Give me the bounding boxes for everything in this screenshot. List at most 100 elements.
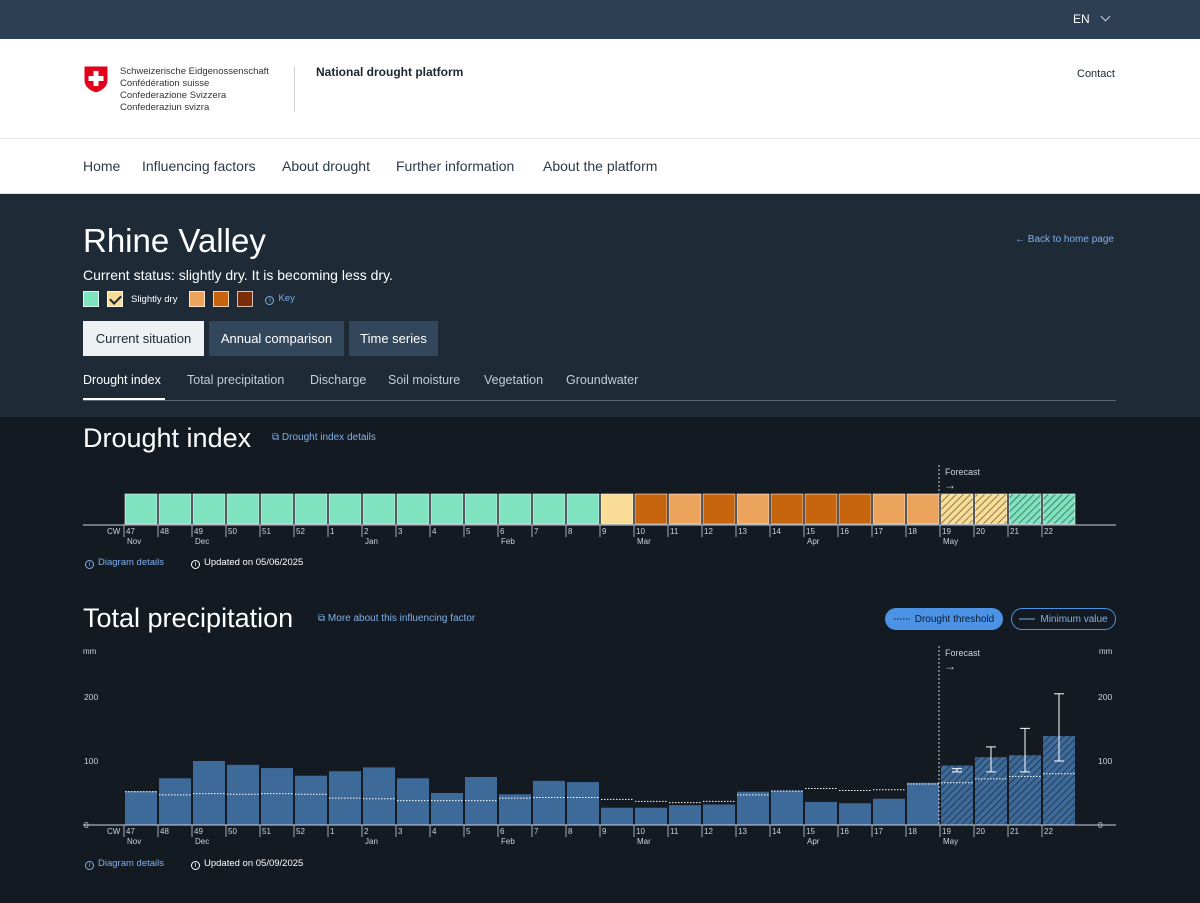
legend-swatch-not-dry [83,291,99,307]
tab-vegetation[interactable]: Vegetation [484,373,544,387]
drought-index-details-link[interactable]: ⧉ Drought index details [272,432,376,443]
drought-index-bar [634,493,668,525]
top-bar: EN [0,0,1200,39]
precipitation-updated-text: i Updated on 05/09/2025 [191,858,303,870]
nav-item-home[interactable]: Home [83,158,121,174]
x-tick-label: 16 [840,827,849,836]
drought-index-bar [464,493,498,525]
drought-index-bar [872,493,906,525]
x-tick-label: 18 [908,827,917,836]
drought-index-bar [1008,493,1042,525]
x-tick-label: 21 [1010,527,1019,536]
drought-updated-text: i Updated on 05/06/2025 [191,557,303,569]
precipitation-bar [737,791,769,825]
current-situation-button[interactable]: Current situation [83,321,204,356]
precipitation-bar [431,793,463,825]
language-label: EN [1073,12,1090,26]
x-tick-label: 14 [772,827,781,836]
back-label: Back to home page [1027,234,1114,245]
platform-name[interactable]: National drought platform [316,65,464,79]
month-label: Mar [637,537,651,546]
precipitation-bar [227,764,259,825]
x-tick-label: 13 [738,527,747,536]
external-link-icon: ⧉ [318,613,328,624]
precipitation-bar [567,782,599,825]
tab-drought-index[interactable]: Drought index [83,373,161,387]
legend-selected-label: Slightly dry [131,293,178,305]
x-tick-label: 1 [330,527,335,536]
precipitation-bar [771,790,803,825]
tab-total-precipitation[interactable]: Total precipitation [187,373,285,387]
x-tick-label: 49 [194,527,203,536]
y-axis-unit-left: mm [83,647,97,656]
precipitation-bar [125,791,157,825]
legend-swatch-very-dry [213,291,230,307]
x-tick-label: 14 [772,527,781,536]
precipitation-bar [363,767,395,825]
x-tick-label: 12 [704,527,713,536]
x-tick-label: 5 [466,827,471,836]
x-tick-label: 22 [1044,827,1053,836]
drought-index-bar [974,493,1008,525]
federation-line: Confederazione Svizzera [120,90,227,101]
tab-groundwater[interactable]: Groundwater [566,373,639,387]
drought-diagram-details-link[interactable]: i Diagram details [85,557,164,569]
precipitation-bar [261,768,293,825]
solid-line-icon [1019,618,1036,620]
x-tick-label: 21 [1010,827,1019,836]
x-tick-label: 15 [806,827,815,836]
x-tick-label: 16 [840,527,849,536]
x-tick-label: 51 [262,527,271,536]
active-tab-indicator [83,398,165,400]
tab-soil-moisture[interactable]: Soil moisture [388,373,461,387]
y-tick-label-left: 200 [84,692,98,702]
contact-link[interactable]: Contact [1077,68,1115,80]
x-axis-label: CW [107,527,121,536]
info-icon: i [191,861,200,870]
month-label: Nov [127,537,141,546]
precipitation-bar [601,807,633,825]
minimum-value-toggle[interactable]: Minimum value [1011,608,1116,630]
dotted-line-icon [893,618,910,620]
x-tick-label: 6 [500,527,505,536]
precipitation-bar [499,794,531,825]
diagram-details-label: Diagram details [98,557,164,568]
annual-comparison-button[interactable]: Annual comparison [209,321,344,356]
drought-index-bar [124,493,158,525]
x-tick-label: 49 [194,827,203,836]
x-tick-label: 8 [568,827,573,836]
federation-names: Schweizerische Eidgenossenschaft Confédé… [120,66,269,114]
nav-item-about-the-platform[interactable]: About the platform [543,158,658,174]
drought-index-bar [396,493,430,525]
precipitation-diagram-details-link[interactable]: i Diagram details [85,858,164,870]
precipitation-bar [159,778,191,825]
tab-discharge[interactable]: Discharge [310,373,367,387]
nav-item-about-drought[interactable]: About drought [282,158,370,174]
drought-index-bar [498,493,532,525]
nav-item-further-information[interactable]: Further information [396,158,515,174]
time-series-button[interactable]: Time series [349,321,438,356]
y-tick-label-left: 100 [84,756,98,766]
x-tick-label: 11 [670,827,679,836]
region-header: Rhine Valley ← Back to home page Current… [0,194,1200,417]
x-tick-label: 18 [908,527,917,536]
language-selector[interactable]: EN [1073,11,1111,26]
precipitation-details-label: More about this influencing factor [327,613,476,624]
precipitation-details-link[interactable]: ⧉ More about this influencing factor [318,613,475,624]
x-tick-label: 20 [976,827,985,836]
drought-index-bar [702,493,736,525]
precipitation-bar [873,798,905,825]
drought-threshold-toggle[interactable]: Drought threshold [885,608,1003,630]
key-link[interactable]: i Key [265,293,295,305]
y-tick-label-right: 100 [1098,756,1112,766]
key-label: Key [278,293,295,304]
x-tick-label: 50 [228,527,237,536]
swiss-coat-of-arms-logo[interactable] [83,65,109,94]
back-to-home-link[interactable]: ← Back to home page [1015,234,1114,245]
legend-swatch-extremely-dry [237,291,254,307]
drought-index-bar [736,493,770,525]
nav-item-influencing-factors[interactable]: Influencing factors [142,158,256,174]
x-tick-label: 17 [874,827,883,836]
info-icon: i [265,296,275,305]
